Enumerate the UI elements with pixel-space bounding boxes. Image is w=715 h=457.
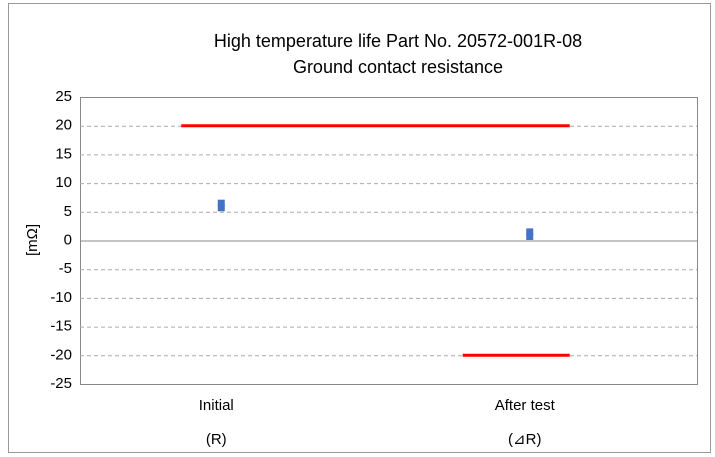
chart-subtitle: Ground contact resistance: [293, 57, 503, 77]
y-tick-label: -20: [50, 346, 72, 363]
x-tick-sublabel: (R): [206, 431, 227, 448]
y-tick-label: -25: [50, 375, 72, 392]
data-point: [217, 199, 225, 207]
x-tick-label: Initial: [199, 397, 234, 414]
y-tick-label: 0: [64, 231, 72, 248]
y-tick-label: 5: [64, 203, 72, 220]
y-tick-label: 25: [55, 88, 72, 105]
y-axis-label: [mΩ]: [24, 224, 41, 256]
y-tick-label: 15: [55, 145, 72, 162]
y-tick-label: -10: [50, 289, 72, 306]
x-tick-sublabel: (⊿R): [508, 431, 541, 448]
chart-title: High temperature life Part No. 20572-001…: [214, 31, 582, 51]
y-tick-label: -15: [50, 318, 72, 335]
y-tick-label: 10: [55, 174, 72, 191]
y-tick-label: 20: [55, 117, 72, 134]
data-point: [526, 228, 534, 236]
data-point: [217, 204, 225, 212]
x-tick-label: After test: [495, 397, 556, 414]
data-point: [526, 232, 534, 240]
y-tick-label: -5: [59, 260, 72, 277]
